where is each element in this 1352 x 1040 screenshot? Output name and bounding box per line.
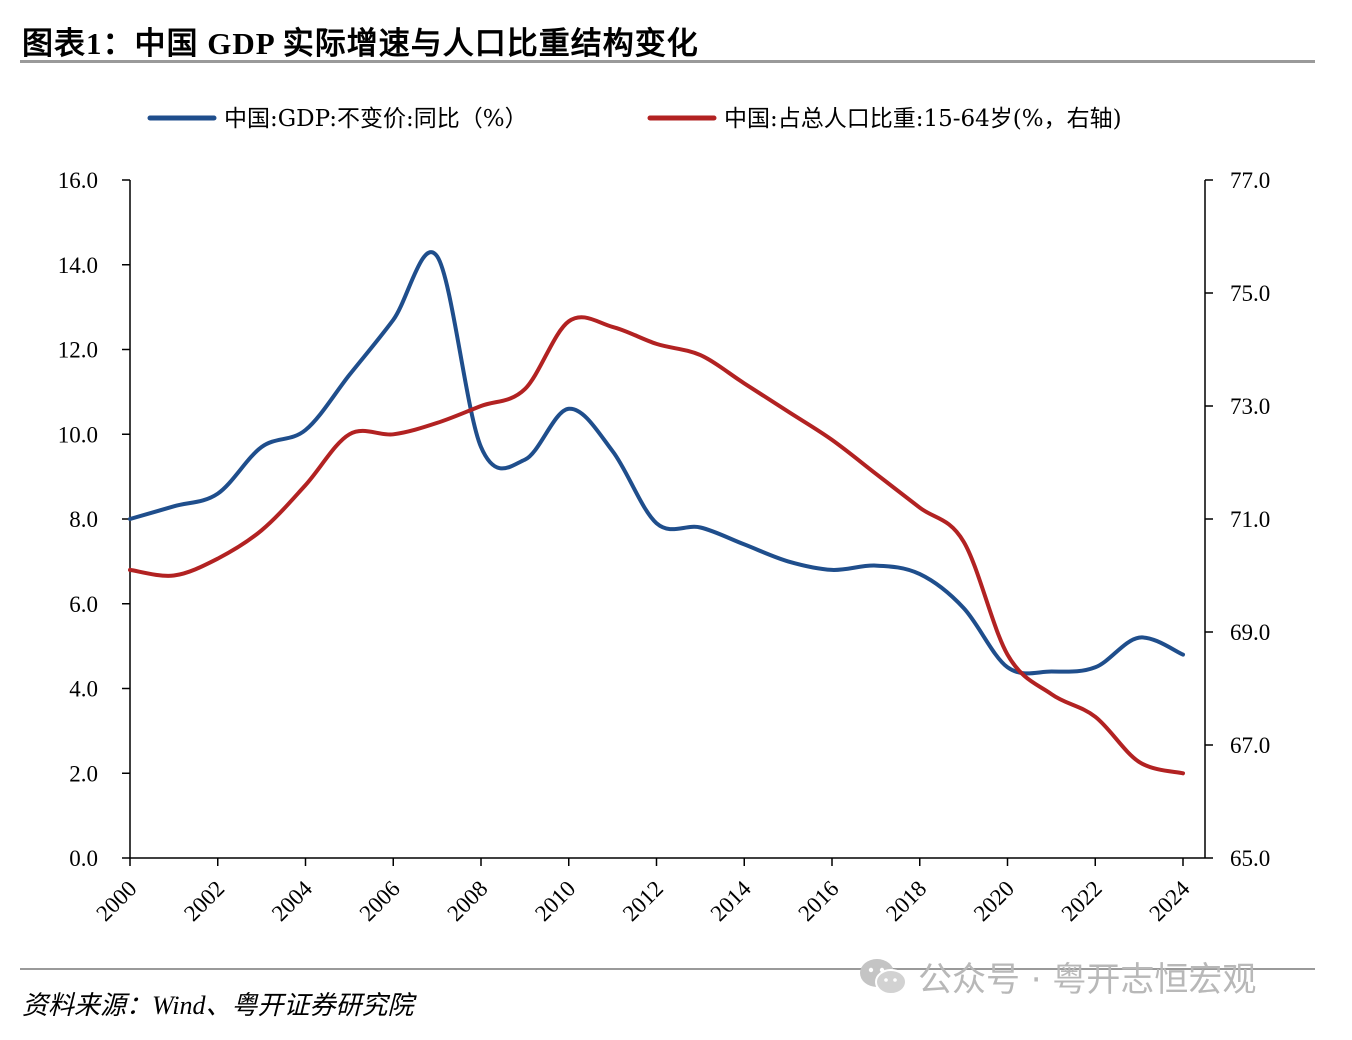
y-right-tick-label: 73.0 xyxy=(1230,394,1270,419)
footer-divider xyxy=(20,968,1315,970)
source-note: 资料来源：Wind、粤开证券研究院 xyxy=(22,991,414,1020)
legend-label-1: 中国:GDP:不变价:同比（%） xyxy=(224,106,528,132)
x-tick-label: 2024 xyxy=(1144,876,1195,927)
watermark: 公众号 · 粤开志恒宏观 xyxy=(858,952,1256,1001)
y-left-tick-label: 6.0 xyxy=(69,592,98,617)
x-tick-label: 2006 xyxy=(355,876,405,926)
x-tick-label: 2014 xyxy=(706,876,757,927)
x-tick-label: 2016 xyxy=(793,876,843,926)
y-left-tick-label: 10.0 xyxy=(58,422,98,447)
population-share-line xyxy=(128,315,1185,776)
x-tick-label: 2010 xyxy=(530,876,580,926)
x-tick-label: 2004 xyxy=(267,876,318,927)
x-tick-label: 2020 xyxy=(969,876,1019,926)
y-left-tick-label: 12.0 xyxy=(58,338,98,363)
y-left-tick-label: 0.0 xyxy=(69,846,98,871)
gdp-growth-line xyxy=(128,250,1185,676)
y-left-tick-label: 4.0 xyxy=(69,677,98,702)
y-left-tick-label: 8.0 xyxy=(69,507,98,532)
y-right-tick-label: 75.0 xyxy=(1230,281,1270,306)
y-left-tick-label: 2.0 xyxy=(69,761,98,786)
x-tick-label: 2022 xyxy=(1057,876,1107,926)
y-right-tick-label: 67.0 xyxy=(1230,733,1270,758)
x-tick-label: 2018 xyxy=(881,876,931,926)
y-right-tick-label: 71.0 xyxy=(1230,507,1270,532)
x-tick-label: 2000 xyxy=(91,876,141,926)
y-right-tick-label: 69.0 xyxy=(1230,620,1270,645)
watermark-text: 公众号 · 粤开志恒宏观 xyxy=(918,960,1257,1000)
wechat-icon xyxy=(858,957,908,997)
x-tick-label: 2002 xyxy=(179,876,229,926)
y-left-tick-label: 14.0 xyxy=(58,253,98,278)
x-tick-label: 2008 xyxy=(442,876,492,926)
y-left-tick-label: 16.0 xyxy=(58,168,98,193)
legend-label-2: 中国:占总人口比重:15-64岁(%，右轴) xyxy=(724,106,1122,132)
x-tick-label: 2012 xyxy=(618,876,668,926)
title-divider xyxy=(20,60,1315,63)
chart-title: 图表1：中国 GDP 实际增速与人口比重结构变化 xyxy=(22,26,699,61)
y-right-tick-label: 77.0 xyxy=(1230,168,1270,193)
y-right-tick-label: 65.0 xyxy=(1230,846,1270,871)
